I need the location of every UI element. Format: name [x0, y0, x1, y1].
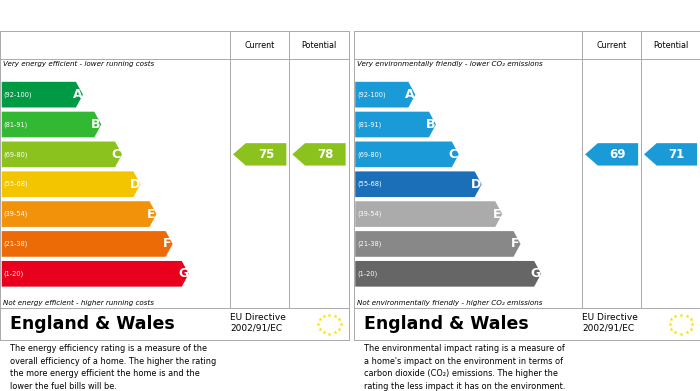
Text: E: E [147, 208, 155, 221]
Text: C: C [112, 148, 121, 161]
Text: A: A [73, 88, 82, 101]
Text: G: G [531, 267, 540, 280]
Text: Potential: Potential [301, 41, 337, 50]
Text: Environmental Impact (CO₂) Rating: Environmental Impact (CO₂) Rating [362, 9, 624, 22]
Text: (81-91): (81-91) [357, 121, 382, 128]
Polygon shape [355, 142, 458, 167]
Text: F: F [163, 237, 172, 251]
Polygon shape [1, 231, 173, 257]
Text: Current: Current [244, 41, 275, 50]
Text: (1-20): (1-20) [357, 271, 377, 277]
Text: (1-20): (1-20) [4, 271, 24, 277]
Polygon shape [293, 143, 346, 165]
Polygon shape [1, 201, 157, 227]
Text: (55-68): (55-68) [4, 181, 28, 187]
Text: 69: 69 [610, 148, 627, 161]
Text: (69-80): (69-80) [357, 151, 382, 158]
Polygon shape [355, 231, 521, 257]
Text: 75: 75 [258, 148, 274, 161]
Polygon shape [355, 112, 436, 137]
Text: The environmental impact rating is a measure of
a home's impact on the environme: The environmental impact rating is a mea… [364, 344, 566, 391]
Text: EU Directive
2002/91/EC: EU Directive 2002/91/EC [582, 313, 638, 332]
Text: (81-91): (81-91) [4, 121, 28, 128]
Text: Very energy efficient - lower running costs: Very energy efficient - lower running co… [4, 61, 155, 67]
Text: (21-38): (21-38) [4, 241, 28, 247]
Polygon shape [355, 261, 541, 287]
Text: Not energy efficient - higher running costs: Not energy efficient - higher running co… [4, 300, 155, 307]
Text: 71: 71 [668, 148, 685, 161]
Polygon shape [585, 143, 638, 165]
Text: B: B [426, 118, 435, 131]
Text: (69-80): (69-80) [4, 151, 28, 158]
Polygon shape [644, 143, 697, 165]
Polygon shape [1, 261, 189, 287]
Polygon shape [233, 143, 286, 165]
Text: The energy efficiency rating is a measure of the
overall efficiency of a home. T: The energy efficiency rating is a measur… [10, 344, 217, 391]
Text: (92-100): (92-100) [357, 91, 386, 98]
Text: 78: 78 [317, 148, 333, 161]
Text: (21-38): (21-38) [357, 241, 382, 247]
Text: G: G [178, 267, 188, 280]
Text: D: D [130, 178, 140, 191]
Polygon shape [1, 171, 141, 197]
Text: D: D [471, 178, 481, 191]
Polygon shape [1, 82, 83, 108]
Polygon shape [355, 171, 482, 197]
Text: F: F [511, 237, 519, 251]
Text: EU Directive
2002/91/EC: EU Directive 2002/91/EC [230, 313, 286, 332]
Text: England & Wales: England & Wales [364, 315, 528, 333]
Text: Very environmentally friendly - lower CO₂ emissions: Very environmentally friendly - lower CO… [357, 61, 542, 67]
Text: B: B [91, 118, 101, 131]
Text: (92-100): (92-100) [4, 91, 32, 98]
Polygon shape [1, 112, 102, 137]
Text: Not environmentally friendly - higher CO₂ emissions: Not environmentally friendly - higher CO… [357, 300, 542, 307]
Text: Potential: Potential [653, 41, 688, 50]
Polygon shape [355, 82, 415, 108]
Polygon shape [355, 201, 502, 227]
Text: Energy Efficiency Rating: Energy Efficiency Rating [8, 9, 192, 22]
Polygon shape [1, 142, 122, 167]
Text: (39-54): (39-54) [4, 211, 28, 217]
Text: A: A [405, 88, 414, 101]
Text: (55-68): (55-68) [357, 181, 382, 187]
Text: England & Wales: England & Wales [10, 315, 175, 333]
Text: C: C [449, 148, 458, 161]
Text: Current: Current [596, 41, 626, 50]
Text: (39-54): (39-54) [357, 211, 382, 217]
Text: E: E [492, 208, 501, 221]
